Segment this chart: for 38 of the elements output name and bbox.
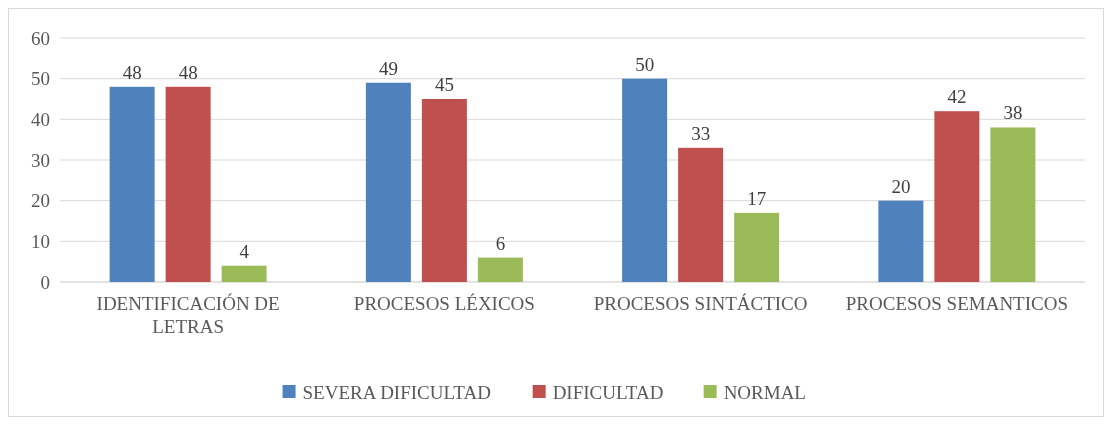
bar [477,257,523,282]
bar [365,82,411,282]
bar [734,212,780,282]
legend-label: DIFICULTAD [552,381,664,403]
bar [934,111,980,282]
bar [878,200,924,282]
x-tick-label: PROCESOS SINTÁCTICO [593,293,808,314]
data-label: 50 [635,53,655,75]
data-label: 20 [891,175,911,197]
bar [678,147,724,282]
y-tick-label: 30 [31,149,50,171]
data-label: 38 [1003,102,1023,124]
y-tick-label: 20 [31,190,50,212]
data-label: 48 [122,61,142,83]
x-tick-label: PROCESOS LÉXICOS [353,293,535,314]
bar [622,78,668,282]
data-label: 48 [178,61,198,83]
y-tick-label: 10 [31,230,50,252]
y-tick-label: 60 [31,27,50,49]
y-tick-label: 50 [31,68,50,90]
data-label: 49 [378,57,398,79]
bar [421,99,467,282]
data-label: 45 [434,74,454,95]
data-label: 6 [495,232,506,254]
bar [109,86,155,282]
y-tick-label: 40 [31,108,50,130]
legend-label: SEVERA DIFICULTAD [302,381,491,403]
x-tick-label: PROCESOS SEMANTICOS [845,293,1068,314]
bar [221,265,267,282]
data-label: 33 [691,122,711,144]
data-label: 4 [239,240,250,262]
data-label: 42 [947,86,967,108]
y-tick-label: 0 [40,271,50,293]
data-label: 17 [747,187,767,209]
bar [990,127,1036,282]
legend-label: NORMAL [723,381,806,403]
bar [165,86,211,282]
x-tick-label: IDENTIFICACIÓN DE LETRAS [96,293,280,337]
